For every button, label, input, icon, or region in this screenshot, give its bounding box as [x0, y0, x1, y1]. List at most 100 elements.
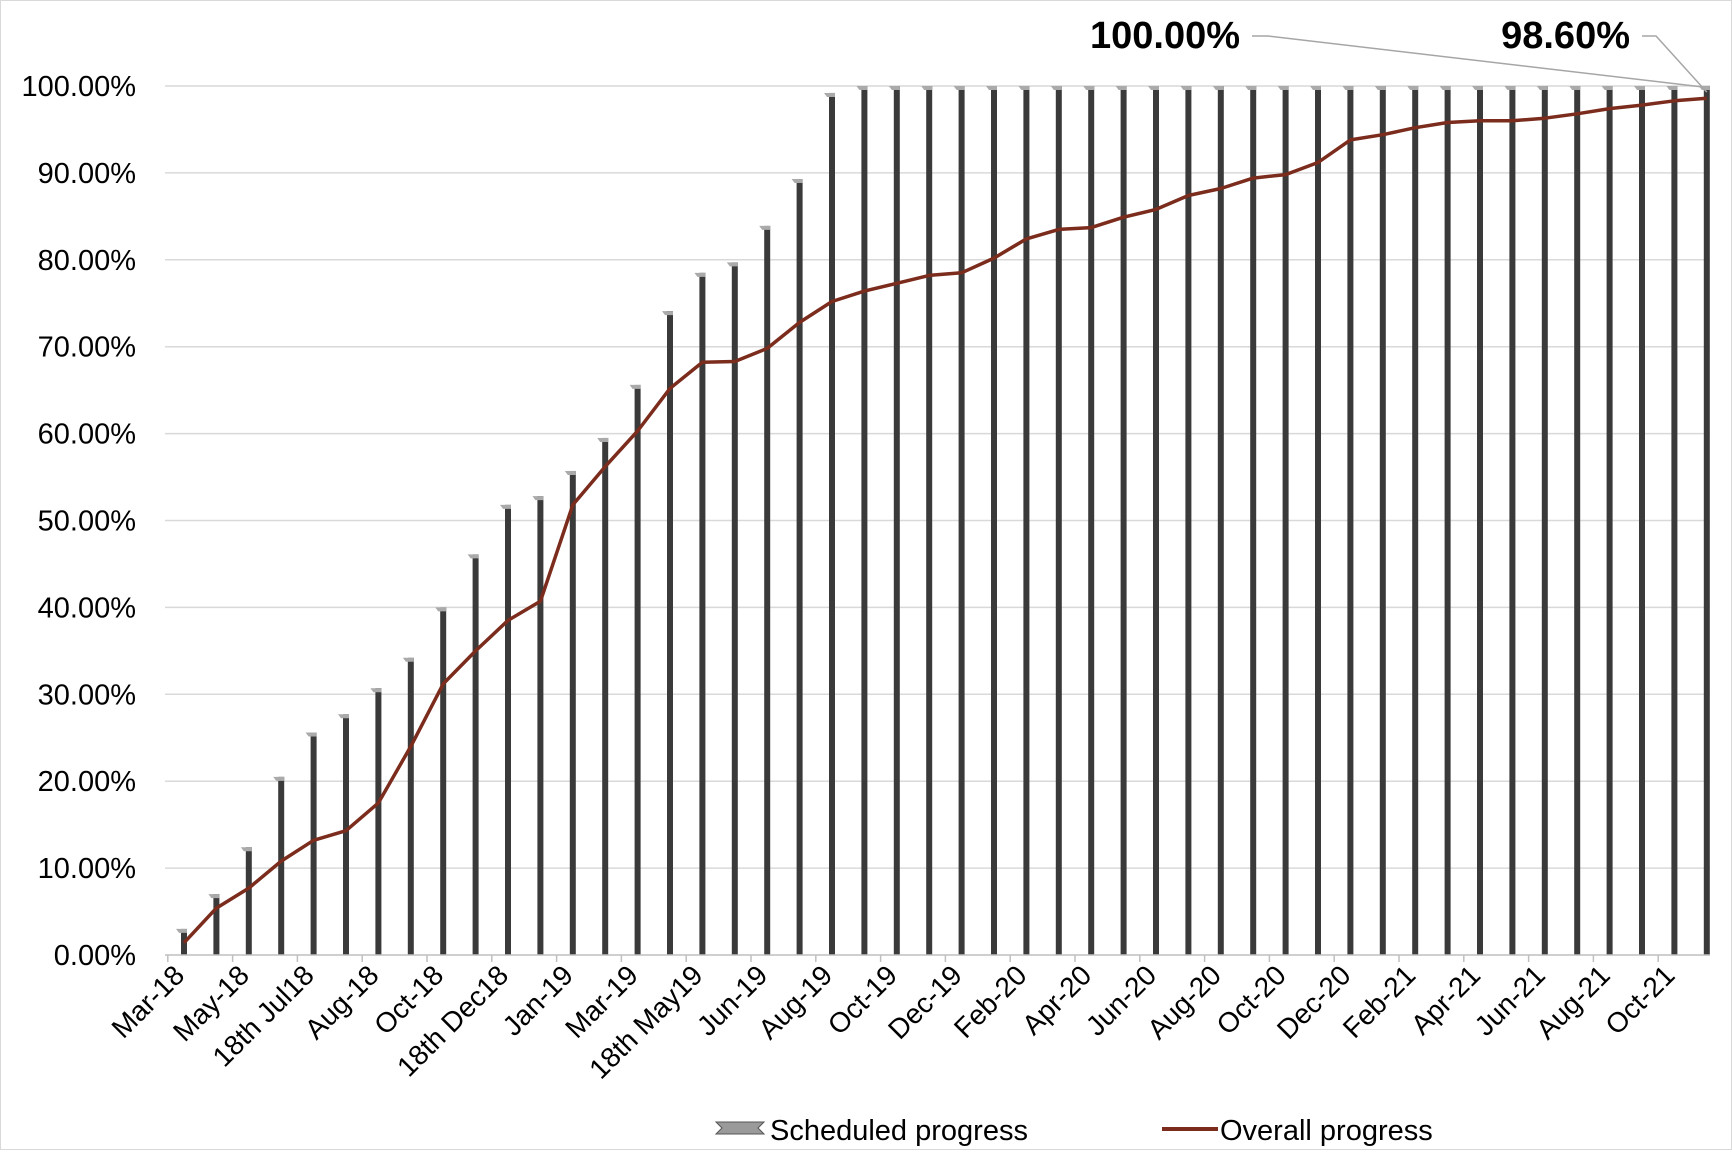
scheduled-bar-cap — [435, 607, 447, 612]
scheduled-bar-cap — [1180, 86, 1192, 90]
scheduled-bar — [991, 86, 997, 955]
scheduled-bar — [926, 86, 933, 955]
scheduled-bar — [1412, 86, 1419, 955]
scheduled-bar — [537, 496, 544, 955]
scheduled-bar — [278, 776, 285, 955]
scheduled-bars — [176, 86, 1710, 956]
scheduled-bar — [796, 178, 803, 955]
scheduled-bar-cap — [467, 554, 479, 559]
callout-scheduled-final: 100.00% — [1090, 15, 1240, 57]
callout-leader-scheduled — [1252, 35, 1703, 88]
y-tick-label: 40.00% — [38, 592, 136, 624]
scheduled-bar — [1120, 86, 1127, 955]
scheduled-bar — [1703, 86, 1710, 955]
scheduled-bar — [1185, 86, 1192, 955]
scheduled-bar-cap — [240, 847, 252, 852]
callout-leader-overall — [1642, 35, 1708, 93]
scheduled-bar-cap — [824, 92, 835, 97]
legend-label-overall: Overall progress — [1220, 1115, 1433, 1147]
scheduled-bar-cap — [1666, 86, 1678, 90]
scheduled-bar-cap — [1407, 86, 1419, 90]
y-tick-label: 60.00% — [38, 419, 136, 451]
scheduled-bar — [1379, 86, 1386, 955]
y-tick-label: 20.00% — [38, 766, 136, 798]
scheduled-bar-cap — [1148, 86, 1159, 90]
callouts: 100.00% 98.60% — [1090, 15, 1708, 93]
scheduled-bar-cap — [1536, 86, 1548, 90]
callout-overall-final: 98.60% — [1501, 15, 1630, 57]
y-axis-ticks: 0.00% 10.00% 20.00% 30.00% 40.00% 50.00% 60.00… — [22, 71, 137, 972]
scheduled-bar-cap — [1310, 86, 1321, 90]
scheduled-bar — [1315, 86, 1321, 955]
scheduled-bar-cap — [532, 496, 544, 501]
scheduled-bar — [602, 437, 609, 955]
gridlines — [165, 85, 1710, 869]
scheduled-bar — [667, 311, 673, 955]
y-tick-label: 30.00% — [38, 679, 136, 711]
scheduled-bar-cap — [888, 86, 900, 90]
scheduled-bar-cap — [208, 894, 220, 899]
scheduled-bar — [829, 92, 835, 955]
scheduled-bar-cap — [953, 86, 965, 90]
y-tick-label: 10.00% — [38, 853, 136, 885]
scheduled-bar-cap — [1018, 86, 1030, 90]
legend-label-scheduled: Scheduled progress — [770, 1115, 1028, 1147]
scheduled-bar — [699, 272, 706, 956]
scheduled-bar — [1347, 86, 1354, 955]
scheduled-bar-cap — [500, 504, 511, 509]
scheduled-bar — [569, 470, 576, 955]
scheduled-bar-cap — [402, 657, 414, 662]
scheduled-bar-cap — [273, 776, 285, 781]
scheduled-bar — [1282, 86, 1289, 955]
scheduled-bar — [861, 86, 868, 955]
scheduled-bar — [764, 225, 771, 955]
scheduled-bar-cap — [370, 688, 382, 693]
scheduled-bar — [472, 554, 479, 955]
scheduled-bar — [440, 607, 447, 955]
legend: Scheduled progress Overall progress — [714, 1115, 1433, 1147]
scheduled-bar-cap — [1342, 86, 1354, 90]
scheduled-bar-cap — [1245, 86, 1257, 90]
scheduled-bar-cap — [1569, 86, 1581, 90]
y-tick-label: 0.00% — [54, 940, 136, 972]
scheduled-bar — [375, 688, 382, 955]
scheduled-bar — [1671, 86, 1678, 955]
scheduled-bar-cap — [791, 178, 803, 183]
scheduled-bar-cap — [921, 86, 933, 90]
scheduled-bar-cap — [1472, 86, 1483, 90]
scheduled-bar-cap — [338, 714, 349, 719]
scheduled-bar — [310, 732, 317, 955]
scheduled-bar — [634, 384, 641, 955]
scheduled-bar — [1217, 86, 1224, 955]
scheduled-bar — [1055, 86, 1062, 955]
legend-item-overall: Overall progress — [1162, 1115, 1433, 1147]
scheduled-bar — [505, 504, 511, 955]
y-tick-label: 90.00% — [38, 158, 136, 190]
scheduled-bar-cap — [1439, 86, 1451, 90]
scheduled-bar-cap — [856, 86, 868, 90]
y-tick-label: 70.00% — [38, 332, 136, 364]
scheduled-bar — [1606, 86, 1613, 955]
scheduled-bar — [1088, 86, 1095, 955]
scheduled-bar-cap — [564, 470, 576, 475]
y-tick-label: 50.00% — [38, 506, 136, 538]
scheduled-bar-cap — [1115, 86, 1127, 90]
scheduled-bar-cap — [1634, 86, 1645, 90]
scheduled-bar — [1639, 86, 1645, 955]
scheduled-bar — [1444, 86, 1451, 955]
scheduled-bar — [343, 714, 349, 955]
scheduled-bar-cap — [1212, 86, 1224, 90]
legend-item-scheduled: Scheduled progress — [714, 1115, 1028, 1147]
scheduled-bar-cap — [629, 384, 641, 389]
scheduled-bar-cap — [1601, 86, 1613, 90]
scheduled-bar-cap — [1050, 86, 1062, 90]
y-tick-label: 80.00% — [38, 245, 136, 277]
scheduled-bar — [1509, 86, 1516, 955]
scheduled-bar — [1574, 86, 1581, 955]
scheduled-bar-cap — [1083, 86, 1095, 90]
scheduled-bar — [1541, 86, 1548, 955]
scheduled-bar — [1477, 86, 1483, 955]
scheduled-bar-cap — [694, 272, 706, 277]
